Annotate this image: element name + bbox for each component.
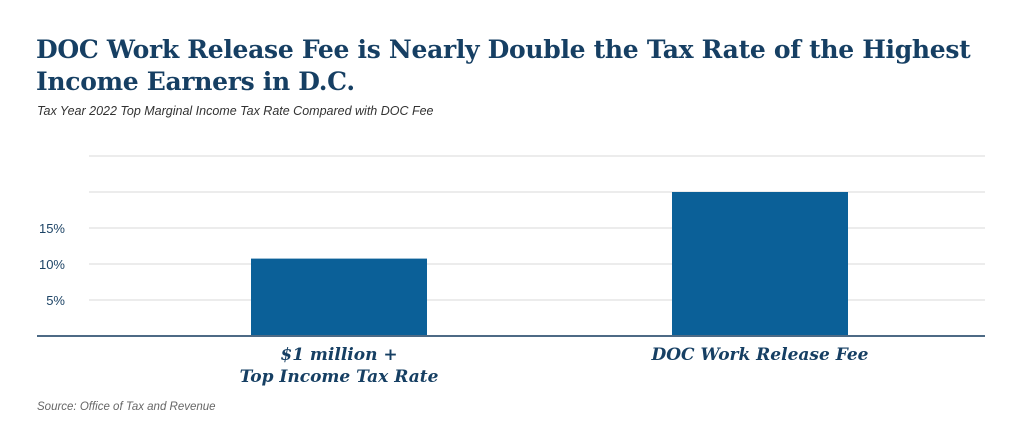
bar xyxy=(672,192,848,336)
source-note: Source: Office of Tax and Revenue xyxy=(37,401,216,413)
x-category-label: $1 million + xyxy=(280,345,397,365)
chart-subtitle: Tax Year 2022 Top Marginal Income Tax Ra… xyxy=(37,104,434,118)
chart-title: DOC Work Release Fee is Nearly Double th… xyxy=(36,35,971,96)
x-category-label: DOC Work Release Fee xyxy=(650,345,868,365)
y-tick-label: 15% xyxy=(39,221,65,236)
y-tick-label: 5% xyxy=(46,293,65,308)
y-tick-label: 10% xyxy=(39,257,65,272)
bar xyxy=(251,258,427,336)
x-category-label: Top Income Tax Rate xyxy=(240,367,439,387)
